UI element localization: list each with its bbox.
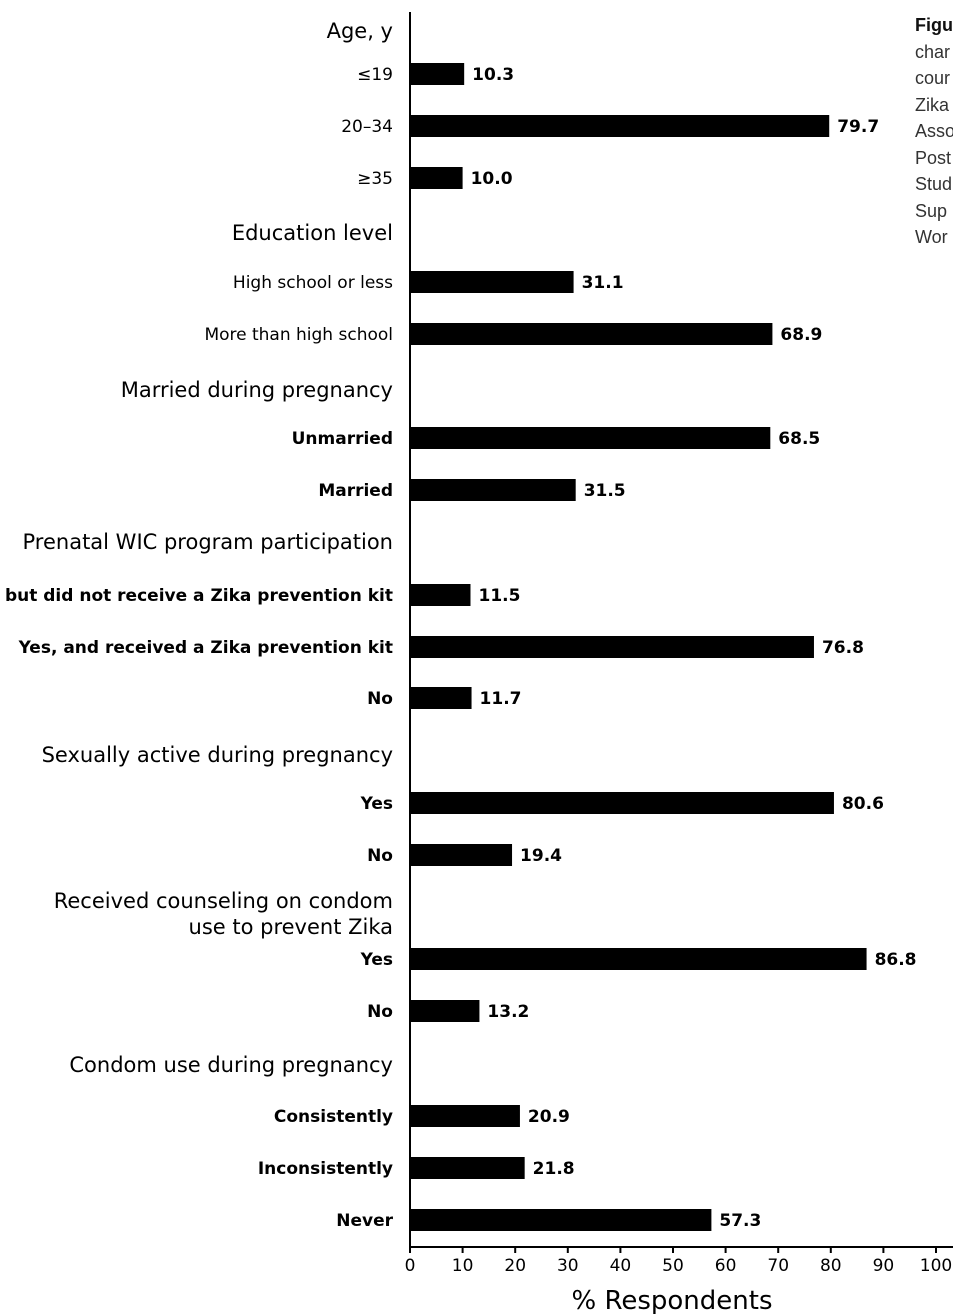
caption-line: Figu [915, 15, 953, 35]
category-label: More than high school [204, 325, 393, 345]
category-label: ≥35 [357, 169, 393, 189]
x-tick-label: 90 [873, 1256, 895, 1276]
bars-layer: 10.3 79.7 10.0 31.1 68.9 68.5 31.5 11.5 76.8 11.7… [410, 63, 917, 1231]
bar [410, 115, 830, 137]
x-tick-label: 0 [405, 1256, 416, 1276]
x-tick-label: 60 [715, 1256, 737, 1276]
bar [410, 271, 574, 293]
bar [410, 1157, 525, 1179]
bar [410, 844, 513, 866]
value-label: 76.8 [822, 638, 864, 658]
value-label: 11.7 [480, 689, 522, 709]
caption-line: Stud [915, 174, 953, 194]
value-label: 31.1 [582, 273, 624, 293]
category-label: Consistently [274, 1107, 393, 1127]
group-label: Received counseling on condom [54, 889, 393, 913]
category-label: Unmarried [292, 429, 393, 449]
x-tick-label: 40 [610, 1256, 632, 1276]
category-label: Yes [360, 794, 393, 814]
group-label: Condom use during pregnancy [69, 1053, 393, 1077]
x-tick-label: 10 [452, 1256, 474, 1276]
category-label: No [367, 1002, 393, 1022]
bar [410, 427, 771, 449]
category-label: 20–34 [341, 117, 393, 137]
category-label: ≤19 [357, 65, 393, 85]
bar [410, 584, 471, 606]
x-tick-label: 30 [557, 1256, 579, 1276]
value-label: 10.3 [472, 65, 514, 85]
group-label: Married during pregnancy [121, 378, 393, 402]
value-label: 57.3 [719, 1211, 761, 1231]
x-tick-label: 80 [820, 1256, 842, 1276]
caption-line: Asso [915, 121, 953, 141]
group-label: Age, y [327, 19, 393, 43]
bar [410, 63, 465, 85]
group-label: Sexually active during pregnancy [42, 743, 393, 767]
caption-line: Sup [915, 200, 948, 221]
caption-line: Wor [915, 227, 948, 247]
caption-line: Post [915, 147, 952, 168]
bar [410, 1105, 520, 1127]
x-tick-label: 70 [767, 1256, 789, 1276]
bar [410, 479, 576, 501]
bar [410, 1000, 480, 1022]
group-label: use to prevent Zika [189, 915, 393, 939]
bar [410, 792, 834, 814]
x-axis-title: % Respondents [571, 1286, 772, 1314]
category-label: Yes, but did not receive a Zika preventi… [0, 586, 393, 606]
group-label: Prenatal WIC program participation [23, 530, 394, 554]
value-label: 10.0 [471, 169, 513, 189]
x-axis: 0 10 20 30 40 50 60 70 80 90 100 % Respondents [405, 12, 953, 1314]
value-label: 86.8 [875, 950, 917, 970]
bar [410, 636, 814, 658]
category-label: No [367, 689, 393, 709]
category-label: High school or less [233, 273, 393, 293]
category-label: Yes [360, 950, 393, 970]
labels-layer: Age, y ≤19 20–34 ≥35 Education level High sch… [0, 19, 394, 1231]
value-label: 80.6 [842, 794, 884, 814]
bar [410, 323, 773, 345]
value-label: 21.8 [533, 1159, 575, 1179]
value-label: 19.4 [520, 846, 562, 866]
category-label: Never [336, 1211, 393, 1231]
category-label: No [367, 846, 393, 866]
caption-line: cour [915, 68, 951, 88]
value-label: 68.9 [780, 325, 822, 345]
figure-caption: Figu char cour Zika Asso Post Stud Sup Wor [915, 12, 953, 251]
category-label: Inconsistently [258, 1159, 393, 1179]
bar [410, 167, 463, 189]
value-label: 31.5 [584, 481, 626, 501]
category-label: Married [318, 481, 393, 501]
bar [410, 948, 867, 970]
category-label: Yes, and received a Zika prevention kit [18, 638, 393, 658]
caption-line: Zika [915, 94, 950, 115]
group-label: Education level [232, 221, 393, 245]
bar [410, 687, 472, 709]
x-tick-label: 100 [920, 1256, 952, 1276]
value-label: 13.2 [487, 1002, 529, 1022]
caption-line: char [915, 41, 951, 62]
x-tick-label: 20 [504, 1256, 526, 1276]
x-tick-label: 50 [662, 1256, 684, 1276]
value-label: 68.5 [778, 429, 820, 449]
value-label: 79.7 [837, 117, 879, 137]
bar [410, 1209, 712, 1231]
value-label: 11.5 [478, 586, 520, 606]
value-label: 20.9 [528, 1107, 570, 1127]
